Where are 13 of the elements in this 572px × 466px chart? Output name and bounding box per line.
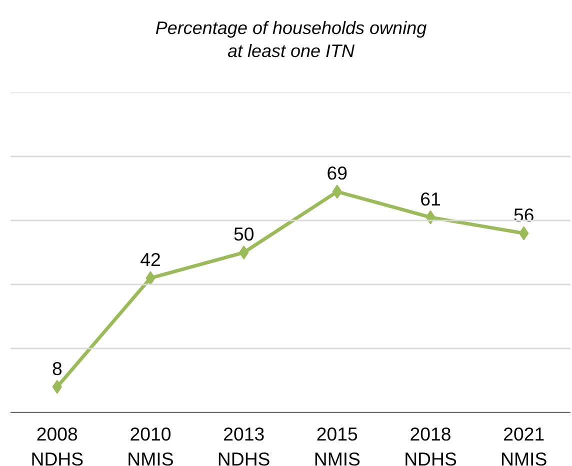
data-label: 50 (233, 224, 254, 244)
x-tick-label: 2015 NMIS (314, 424, 360, 466)
point (239, 246, 249, 260)
x-tick-label: 2018 NDHS (404, 424, 457, 466)
x-tick-label: 2008 NDHS (30, 424, 84, 466)
x-tick-label: 2021 NMIS (500, 424, 548, 466)
chart-title: Percentage of households owning at least one ITN (155, 17, 427, 62)
data-label: 69 (326, 162, 348, 184)
data-label: 8 (52, 358, 62, 379)
data-label: 42 (140, 249, 161, 270)
x-tick-label: 2013 NDHS (217, 424, 270, 466)
data-label: 61 (420, 188, 441, 210)
x-tick-label: 2010 NMIS (127, 424, 174, 466)
